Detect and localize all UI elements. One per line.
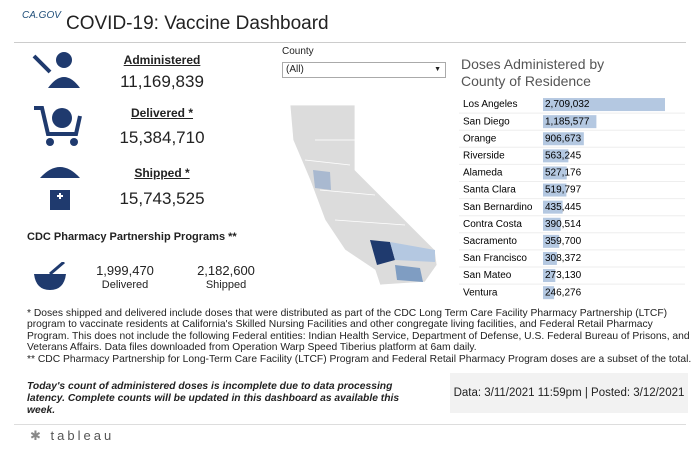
latency-note: Today's count of administered doses is i… (27, 381, 400, 416)
bar (543, 234, 560, 248)
value-label: 273,130 (545, 270, 582, 281)
cdc-label: Shipped (205, 279, 247, 291)
value-label: 519,797 (545, 185, 582, 196)
category-label: San Bernardino (463, 202, 533, 213)
bar (543, 115, 597, 129)
value-label: 2,709,032 (545, 99, 590, 110)
kpi-label: Shipped * (134, 166, 190, 180)
category-label: Santa Clara (463, 185, 516, 196)
cdc-label: Delivered (101, 279, 149, 291)
bar (543, 166, 567, 180)
dates: Data: 3/11/2021 11:59pm | Posted: 3/12/2… (453, 387, 685, 399)
value-label: 527,176 (545, 168, 582, 179)
footer-text: tableau (50, 428, 115, 443)
value-label: 390,514 (545, 219, 582, 230)
chart-title: Doses Administered by County of Residenc… (461, 56, 605, 89)
kpi-value: 15,384,710 (119, 128, 205, 147)
value-label: 308,372 (545, 253, 582, 264)
filter-label: County (282, 46, 314, 57)
category-label: Alameda (463, 168, 503, 179)
kpi-value: 15,743,525 (119, 189, 205, 208)
cdc-icon (34, 262, 66, 290)
bar (543, 149, 569, 163)
category-label: Ventura (463, 287, 498, 298)
bar (543, 251, 557, 265)
bar (543, 132, 584, 146)
category-label: Riverside (463, 150, 505, 161)
kpi-icons (32, 52, 82, 210)
category-label: Orange (463, 133, 497, 144)
dropdown-value: (All) (286, 64, 304, 75)
cdc-value: 1,999,470 (96, 263, 154, 278)
value-label: 246,276 (545, 287, 582, 298)
bar-chart: Los Angeles 2,709,032 San Diego 1,185,577 Or… (459, 98, 685, 300)
kpi-label: Delivered * (130, 106, 194, 120)
footer-rule (14, 424, 686, 425)
category-label: Los Angeles (463, 99, 518, 110)
footer-logo: ✱ tableau (30, 428, 115, 443)
bar (543, 217, 561, 231)
category-label: San Francisco (463, 253, 527, 264)
value-label: 563,245 (545, 150, 582, 161)
value-label: 435,445 (545, 202, 582, 213)
bar (543, 200, 563, 214)
bar (543, 183, 567, 197)
bar (543, 286, 555, 300)
page-title: COVID-19: Vaccine Dashboard (66, 13, 329, 34)
header-rule (14, 42, 686, 43)
bar (543, 269, 556, 283)
value-label: 906,673 (545, 133, 582, 144)
kpi-label: Administered (123, 53, 201, 67)
logo: CA.GOV (22, 10, 61, 21)
footnote: ** CDC Pharmacy Partnership for Long-Ter… (27, 354, 692, 365)
cdc-title: CDC Pharmacy Partnership Programs ** (27, 231, 237, 243)
category-label: Contra Costa (463, 219, 522, 230)
county-dropdown[interactable]: (All) ▼ (282, 62, 446, 78)
category-label: Sacramento (463, 236, 517, 247)
value-label: 359,700 (545, 236, 582, 247)
category-label: San Mateo (463, 270, 512, 281)
cdc-value: 2,182,600 (197, 263, 255, 278)
value-label: 1,185,577 (545, 116, 590, 127)
bar (543, 98, 665, 112)
category-label: San Diego (463, 116, 510, 127)
dates-box: Data: 3/11/2021 11:59pm | Posted: 3/12/2… (450, 373, 688, 413)
kpi-value: 11,169,839 (120, 72, 204, 91)
footnote: * Doses shipped and delivered include do… (27, 308, 690, 354)
county-map (289, 104, 438, 286)
